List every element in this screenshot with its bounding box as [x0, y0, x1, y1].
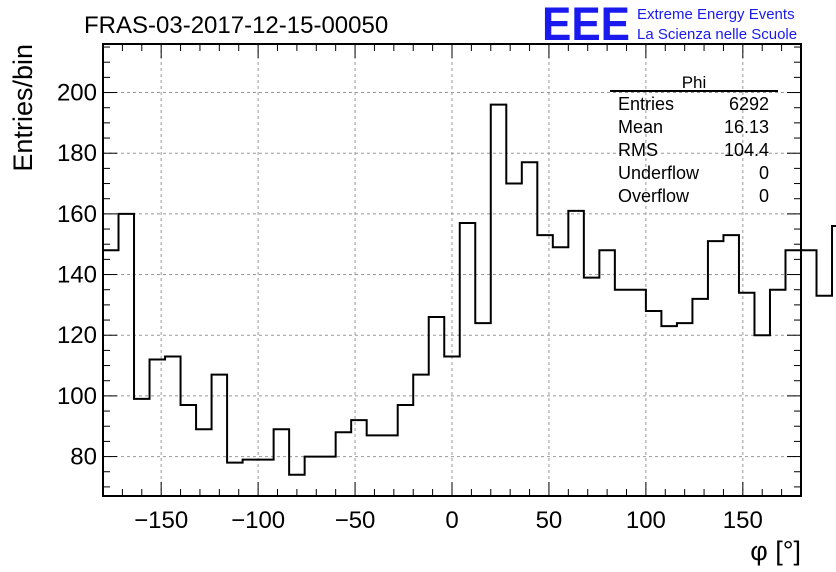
stats-label: Mean	[618, 117, 663, 137]
x-tick-label: −150	[134, 507, 188, 534]
stats-value: 16.13	[724, 117, 769, 137]
stats-value: 0	[759, 163, 769, 183]
logo-line2: La Scienza nelle Scuole	[637, 26, 797, 43]
y-axis-title: Entries/bin	[8, 44, 38, 172]
y-tick-label: 200	[57, 80, 97, 107]
grid-lines	[103, 44, 801, 496]
stats-label: Entries	[618, 94, 674, 114]
y-tick-label: 140	[57, 262, 97, 289]
eee-logo: EEE Extreme Energy Events La Scienza nel…	[542, 0, 797, 50]
stats-rows: Entries 6292 Mean 16.13 RMS 104.4 Underflow 0 Ov…	[618, 94, 769, 206]
x-axis-title: φ [°]	[750, 536, 801, 566]
x-tick-label: −50	[335, 507, 376, 534]
stats-box: Phi Entries 6292 Mean 16.13 RMS 104.4 Underflo…	[610, 73, 778, 206]
stats-value: 0	[759, 186, 769, 206]
y-tick-label: 80	[70, 444, 97, 471]
y-tick-label: 100	[57, 383, 97, 410]
histogram-outline	[103, 103, 836, 476]
histogram-series	[103, 103, 836, 476]
axis-ticks	[102, 44, 802, 496]
stats-value: 104.4	[724, 140, 769, 160]
stats-title: Phi	[682, 73, 707, 92]
x-tick-label: 50	[536, 507, 563, 534]
stats-label: RMS	[618, 140, 658, 160]
x-tick-label: 0	[445, 507, 458, 534]
y-tick-label: 180	[57, 140, 97, 167]
logo-line1: Extreme Energy Events	[637, 6, 795, 23]
logo-mark: EEE	[542, 0, 630, 50]
stats-label: Overflow	[618, 186, 690, 206]
y-tick-label: 120	[57, 322, 97, 349]
x-tick-label: −100	[231, 507, 285, 534]
x-tick-label: 150	[723, 507, 763, 534]
stats-label: Underflow	[618, 163, 700, 183]
x-tick-labels: −150 −100 −50 0 50 100 150	[134, 507, 763, 534]
x-tick-label: 100	[626, 507, 666, 534]
stats-value: 6292	[729, 94, 769, 114]
chart-title: FRAS-03-2017-12-15-00050	[84, 12, 388, 39]
y-tick-labels: 80 100 120 140 160 180 200	[57, 80, 97, 471]
y-tick-label: 160	[57, 201, 97, 228]
